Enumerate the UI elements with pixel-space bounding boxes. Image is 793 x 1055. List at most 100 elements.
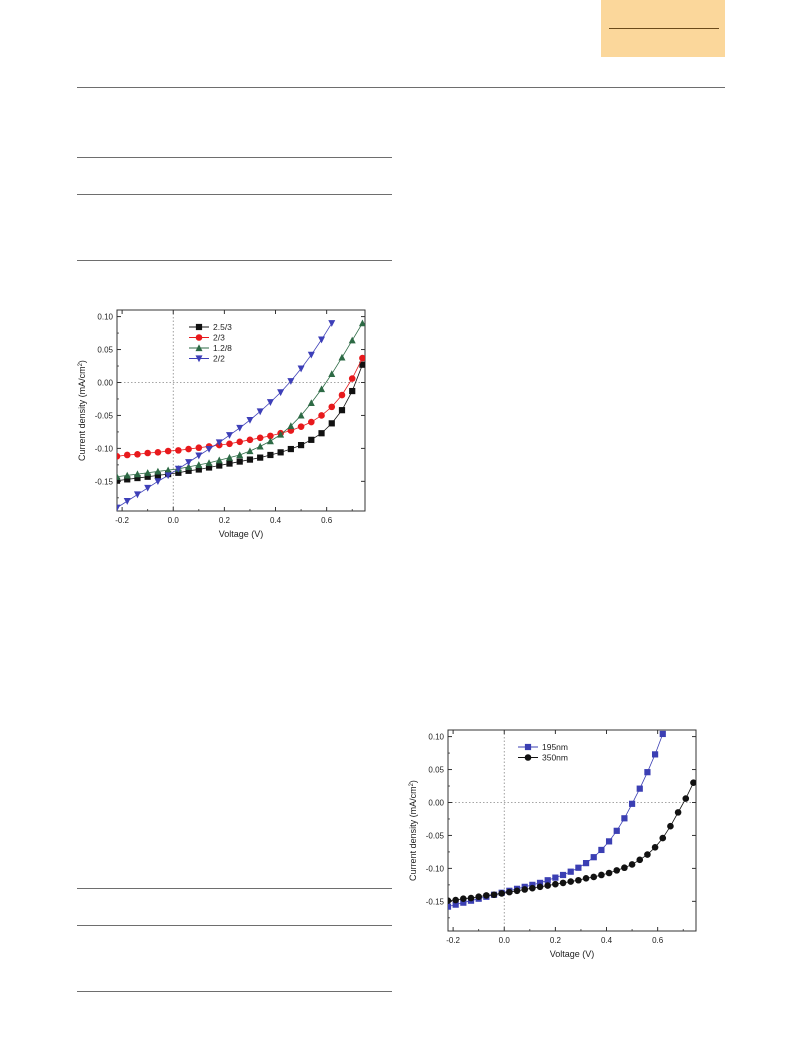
data-point bbox=[567, 878, 575, 885]
data-point bbox=[117, 453, 121, 460]
data-point bbox=[246, 416, 254, 424]
data-point bbox=[236, 458, 243, 465]
x-tick-label: 0.4 bbox=[270, 516, 282, 525]
x-tick-label: 0.2 bbox=[219, 516, 231, 525]
data-point bbox=[257, 454, 264, 461]
y-axis-label-main: Current density (mA/cm bbox=[77, 366, 87, 461]
data-point bbox=[297, 365, 305, 373]
y-tick-label: -0.15 bbox=[95, 477, 114, 486]
data-point bbox=[123, 498, 131, 505]
data-point bbox=[567, 868, 574, 875]
data-point bbox=[536, 883, 544, 891]
data-point bbox=[174, 465, 182, 473]
data-point bbox=[338, 407, 346, 414]
jv-chart-ratios-svg: 0.10 0.05 0.00 -0.05 -0.10 -0.15 -0.2 0.0 0.2 0.4… bbox=[77, 309, 366, 539]
data-point bbox=[659, 834, 667, 842]
data-point bbox=[154, 467, 162, 475]
data-point bbox=[552, 880, 559, 888]
legend-marker bbox=[195, 334, 203, 341]
data-point bbox=[226, 460, 233, 467]
plot-frame bbox=[116, 309, 366, 512]
table-2-bottom-rule bbox=[77, 991, 392, 992]
data-point bbox=[358, 319, 365, 327]
legend-marker bbox=[195, 355, 203, 363]
data-point bbox=[205, 464, 213, 471]
data-point bbox=[348, 336, 356, 344]
data-point bbox=[613, 827, 620, 834]
table-1-mid-rule bbox=[77, 194, 392, 195]
data-point bbox=[359, 354, 365, 362]
data-point bbox=[582, 874, 590, 882]
table-1-top-rule bbox=[77, 157, 392, 158]
y-axis-label: Current density (mA/cm2) bbox=[408, 780, 418, 881]
data-point bbox=[536, 879, 544, 886]
data-point bbox=[308, 418, 315, 426]
data-point bbox=[349, 387, 356, 395]
data-point bbox=[164, 447, 172, 455]
data-point bbox=[605, 838, 613, 845]
data-point bbox=[590, 854, 597, 861]
data-point bbox=[133, 470, 141, 478]
x-tick-label: 0.6 bbox=[321, 516, 333, 525]
y-tick-label: -0.15 bbox=[426, 897, 445, 906]
plot-frame bbox=[447, 729, 697, 932]
data-point bbox=[195, 444, 203, 452]
y-axis-label: Current density (mA/cm2) bbox=[77, 360, 87, 461]
y-axis-label-tail: ) bbox=[408, 780, 418, 783]
data-point bbox=[621, 864, 628, 872]
data-point bbox=[195, 466, 202, 473]
data-point bbox=[559, 879, 567, 887]
data-point bbox=[605, 869, 613, 877]
data-point bbox=[164, 472, 172, 480]
data-point bbox=[287, 422, 295, 430]
data-point bbox=[307, 351, 315, 359]
data-point bbox=[318, 385, 326, 393]
x-tick-label: -0.2 bbox=[446, 936, 460, 945]
x-axis-label: Voltage (V) bbox=[219, 529, 264, 539]
data-point bbox=[636, 785, 643, 792]
data-point bbox=[621, 815, 628, 822]
data-point bbox=[164, 466, 172, 474]
legend-label: 350nm bbox=[542, 753, 568, 763]
data-point bbox=[513, 887, 521, 895]
data-point bbox=[490, 891, 498, 899]
data-point bbox=[506, 888, 513, 896]
data-point bbox=[590, 873, 598, 881]
data-point bbox=[205, 445, 213, 453]
table-2-mid-rule bbox=[77, 925, 392, 926]
data-point bbox=[659, 730, 666, 738]
data-point bbox=[277, 449, 284, 456]
data-point bbox=[674, 809, 682, 816]
data-point bbox=[644, 851, 651, 858]
data-point bbox=[236, 424, 244, 432]
legend-label: 2/2 bbox=[213, 354, 225, 364]
data-point bbox=[651, 844, 659, 851]
data-point bbox=[575, 864, 582, 871]
jv-chart-thickness-svg: 0.10 0.05 0.00 -0.05 -0.10 -0.15 -0.2 0.0 0.2 0.4… bbox=[408, 729, 697, 959]
data-point bbox=[144, 449, 151, 457]
legend-marker bbox=[195, 344, 203, 352]
x-tick-label: 0.4 bbox=[601, 936, 613, 945]
x-tick-label: -0.2 bbox=[115, 516, 129, 525]
data-point bbox=[460, 899, 467, 906]
data-point bbox=[266, 399, 274, 406]
y-axis-label-main: Current density (mA/cm bbox=[408, 786, 418, 881]
header-rule bbox=[77, 87, 725, 88]
data-point bbox=[134, 451, 141, 458]
data-point bbox=[256, 434, 264, 442]
data-point bbox=[267, 432, 274, 440]
data-point bbox=[521, 886, 529, 893]
legend-label: 2/3 bbox=[213, 333, 225, 343]
data-point bbox=[544, 877, 551, 884]
data-point bbox=[236, 438, 244, 446]
data-point bbox=[598, 871, 605, 879]
data-point bbox=[297, 423, 305, 430]
data-point bbox=[308, 436, 315, 443]
series-1 bbox=[117, 354, 365, 460]
data-point bbox=[236, 451, 244, 459]
y-axis-label-tail: ) bbox=[77, 360, 87, 363]
data-point bbox=[246, 447, 254, 455]
data-point bbox=[256, 408, 264, 416]
data-point bbox=[328, 320, 336, 327]
